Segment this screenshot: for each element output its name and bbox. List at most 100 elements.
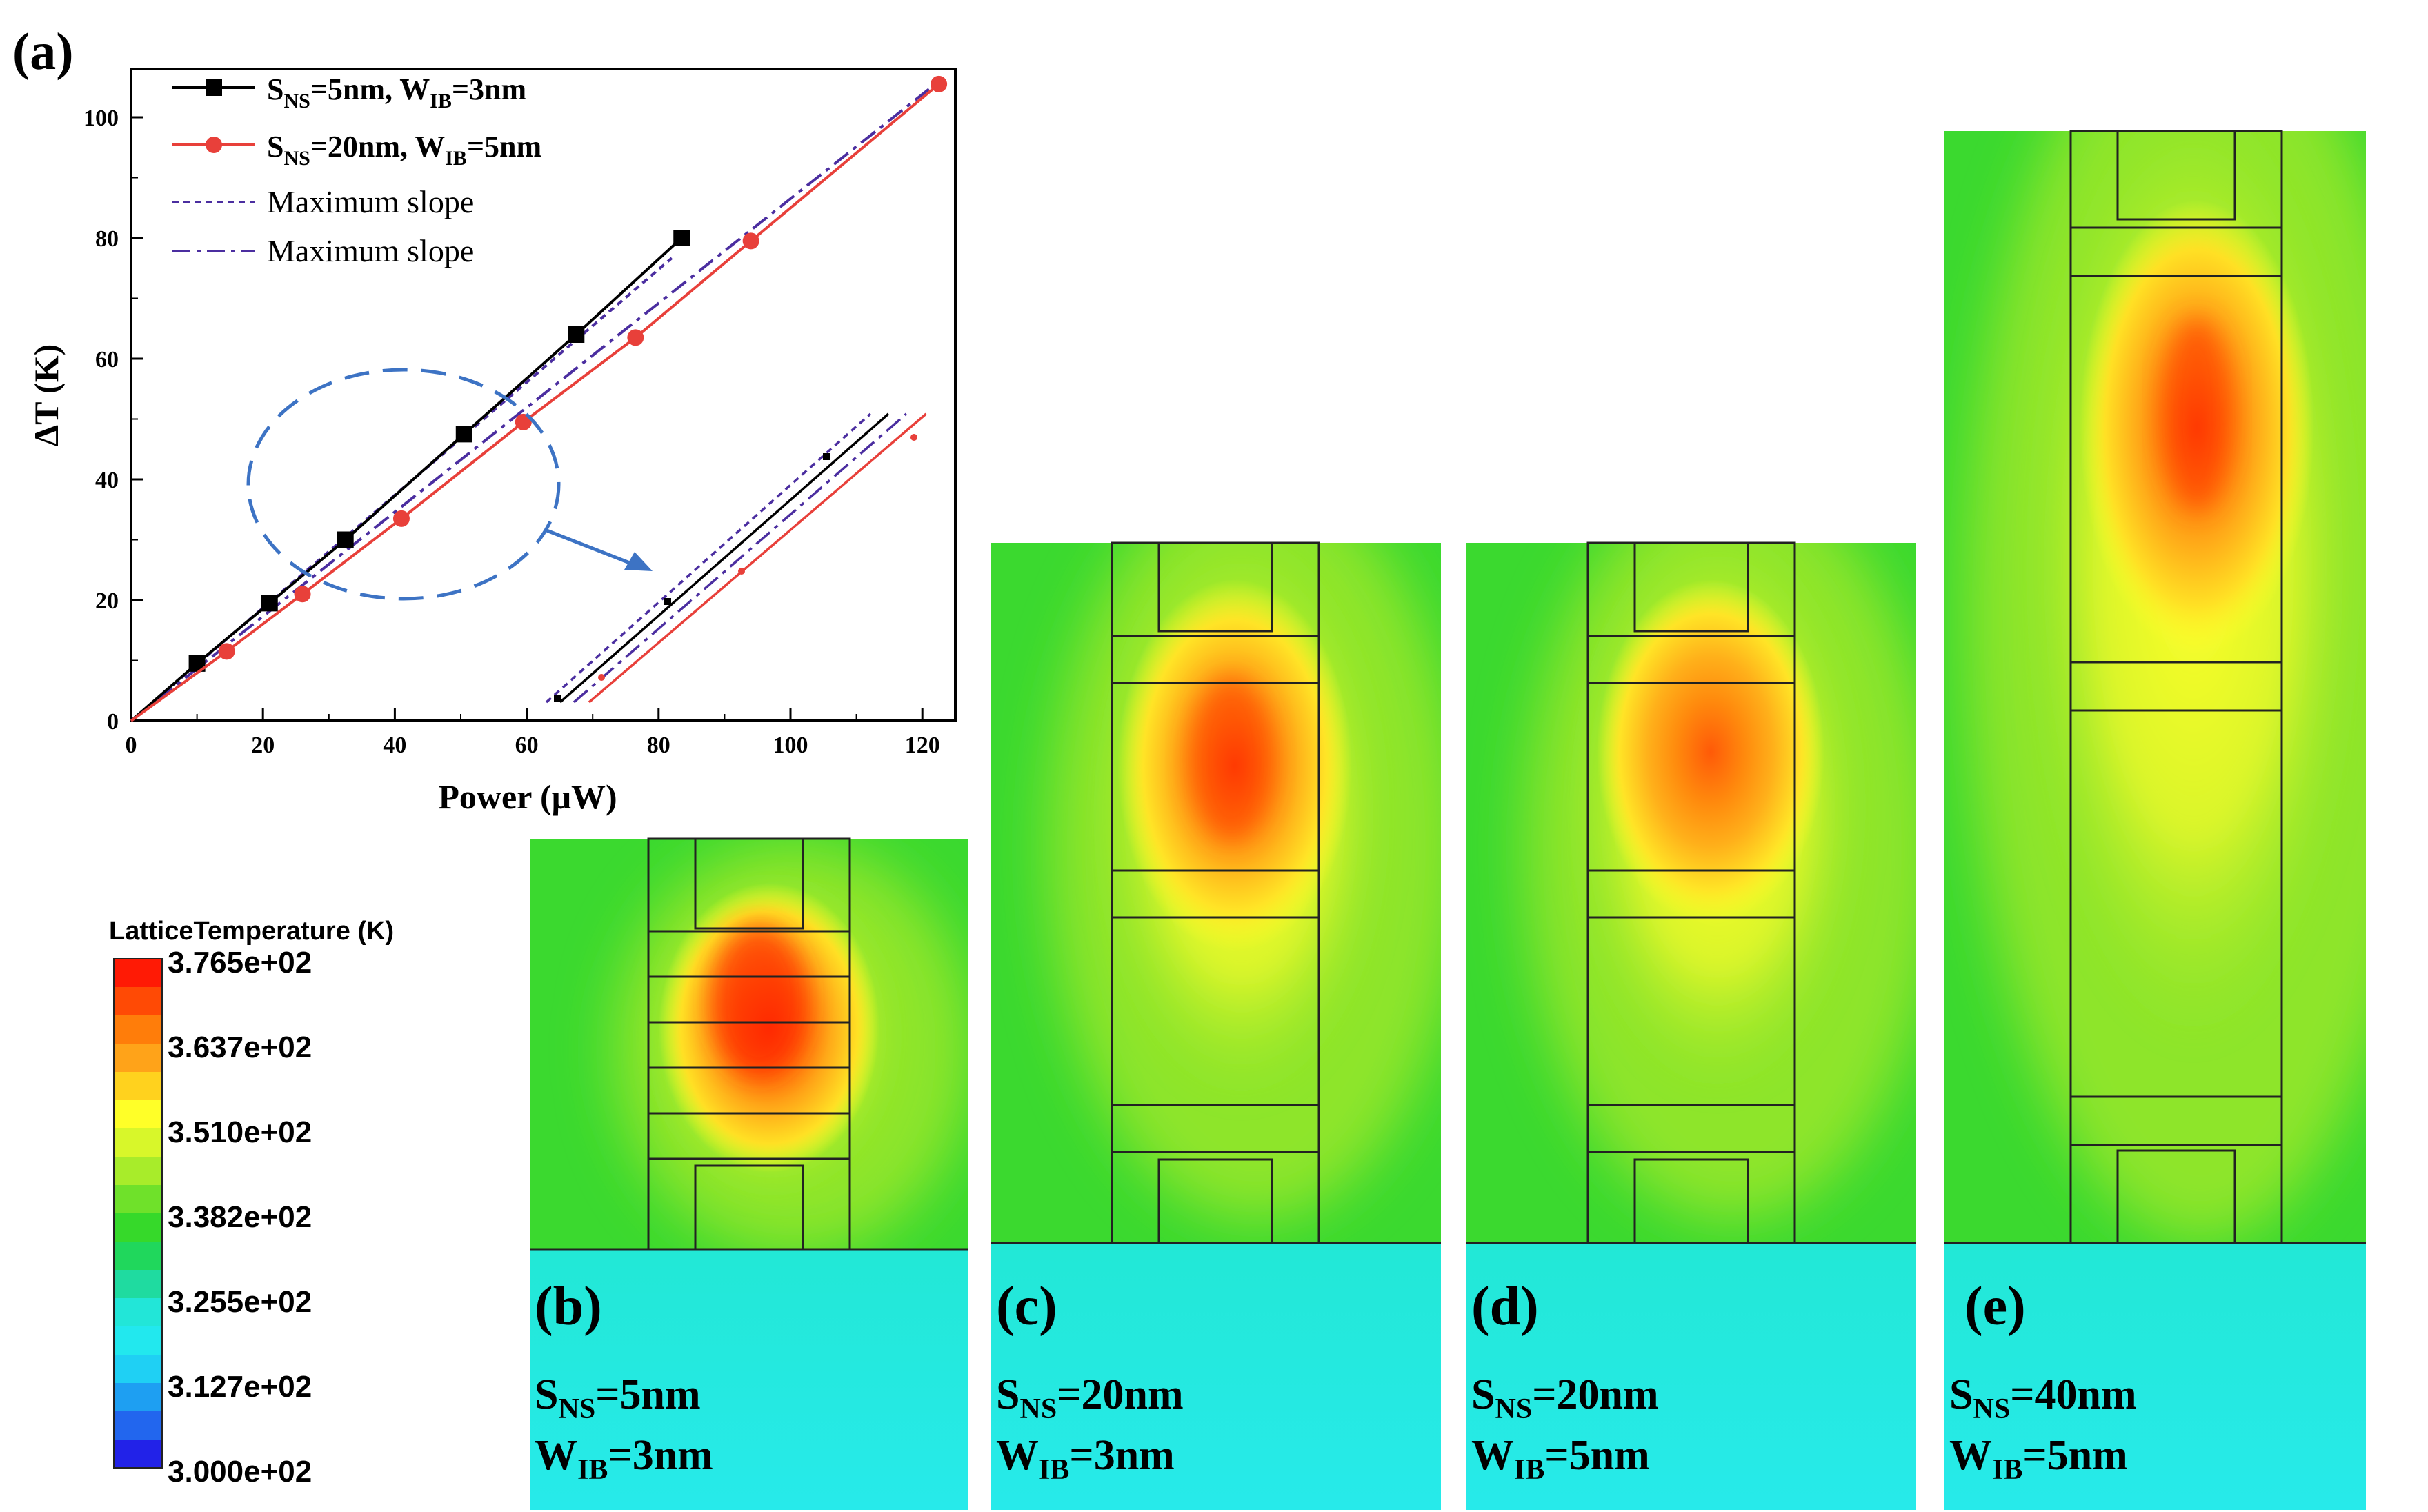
colorbar-swatch	[114, 1072, 162, 1101]
zoom-ellipse	[246, 368, 561, 601]
series-2-point	[294, 586, 311, 603]
zoom-arrow-head	[624, 552, 653, 571]
legend-marker-circle	[206, 137, 222, 153]
colorbar-swatch	[114, 1242, 162, 1271]
series-1-point	[568, 326, 585, 343]
y-tick-label: 20	[95, 588, 119, 614]
inset-marker	[738, 568, 745, 575]
legend-marker-square	[206, 79, 222, 96]
device-outline-b	[530, 837, 968, 1251]
panel-label-c: (c)	[996, 1276, 1057, 1337]
x-tick-label: 60	[515, 733, 539, 758]
inset-line	[545, 412, 872, 704]
device-outline-e	[1944, 130, 2366, 1244]
panel-d-w-label: WIB=5nm	[1471, 1432, 1650, 1486]
x-tick-label: 0	[126, 733, 137, 758]
series-1-point	[337, 531, 354, 548]
panel-label-d: (d)	[1471, 1276, 1539, 1337]
x-tick-label: 100	[773, 733, 808, 758]
inset-marker	[598, 674, 605, 681]
colorbar-swatch	[114, 1157, 162, 1186]
legend-entry-slope-dashdot: Maximum slope	[172, 233, 474, 268]
plot-frame	[130, 68, 957, 722]
panel-d-s-label: SNS=20nm	[1471, 1371, 1659, 1425]
colorbar-swatch	[114, 1355, 162, 1384]
y-tick-label: 100	[83, 106, 119, 131]
legend-entry-series-2: SNS=20nm, WIB=5nm	[172, 130, 541, 170]
colorbar-swatch	[114, 1270, 162, 1299]
series-line-2	[130, 83, 940, 722]
y-tick-label: 40	[95, 468, 119, 493]
slope-line-dashdot	[130, 88, 931, 722]
x-tick-label: 80	[647, 733, 670, 758]
x-axis-ticks: 0 20 40 60 80 100 120	[126, 708, 940, 758]
y-tick-label: 60	[95, 347, 119, 372]
panel-c-w-label: WIB=3nm	[996, 1432, 1175, 1486]
panel-e-w-label: WIB=5nm	[1949, 1432, 2128, 1486]
series-2-point	[627, 329, 644, 346]
inset-marker	[664, 598, 671, 605]
inset-marker	[823, 453, 830, 460]
colorbar-swatch	[114, 1015, 162, 1044]
colorbar-labels: 3.765e+02 3.637e+02 3.510e+02 3.382e+02 3.25…	[168, 946, 312, 1489]
inset-line	[559, 412, 890, 704]
colorbar-swatch	[114, 1326, 162, 1355]
colorbar-swatch	[114, 1044, 162, 1073]
slope-lines	[130, 88, 931, 722]
colorbar-label: 3.127e+02	[168, 1370, 312, 1404]
colorbar-label: 3.255e+02	[168, 1285, 312, 1319]
legend-label-series-2: SNS=20nm, WIB=5nm	[267, 130, 541, 170]
colorbar-swatch	[114, 1100, 162, 1129]
colorbar-label: 3.510e+02	[168, 1115, 312, 1149]
series-lines	[130, 75, 948, 722]
colorbar: LatticeTemperature (K) 3.765e+02 3.637e+0…	[109, 917, 394, 1489]
series-2-point	[931, 75, 948, 92]
colorbar-swatch	[114, 1185, 162, 1214]
x-tick-label: 120	[905, 733, 940, 758]
legend-entry-slope-dotted: Maximum slope	[172, 184, 474, 219]
panel-b-s-label: SNS=5nm	[535, 1371, 701, 1425]
zoom-arrow	[544, 528, 634, 566]
device-outline-c	[991, 541, 1441, 1244]
series-1-point	[673, 230, 690, 246]
series-2-point	[515, 413, 532, 430]
series-2-point	[742, 232, 759, 250]
series-2-point	[392, 510, 410, 527]
legend-entry-series-1: SNS=5nm, WIB=3nm	[172, 72, 526, 112]
device-panel-b: (b) SNS=5nm WIB=3nm	[530, 837, 968, 1510]
x-axis-label: Power (μW)	[438, 777, 617, 816]
colorbar-swatch	[114, 1128, 162, 1157]
y-axis-label: ΔT (K)	[27, 344, 66, 447]
panel-b-w-label: WIB=3nm	[535, 1432, 713, 1486]
series-1-point	[261, 595, 278, 612]
panel-c-s-label: SNS=20nm	[996, 1371, 1184, 1425]
zoom-inset	[545, 412, 927, 704]
legend-label-slope-dashdot: Maximum slope	[267, 233, 474, 268]
device-panel-c: (c) SNS=20nm WIB=3nm	[991, 541, 1441, 1510]
colorbar-frame	[113, 958, 163, 1469]
chart-panel-a: (a) 0 20 40 60 80 100 120 0 20 40 60 80 100 Power (…	[12, 23, 957, 816]
device-outline-d	[1466, 541, 1916, 1244]
colorbar-title: LatticeTemperature (K)	[109, 917, 394, 946]
panel-label-a: (a)	[12, 23, 74, 81]
legend: SNS=5nm, WIB=3nm SNS=20nm, WIB=5nm Maxim…	[172, 72, 541, 268]
series-1-point	[455, 426, 472, 443]
legend-label-series-1: SNS=5nm, WIB=3nm	[267, 72, 526, 112]
inset-marker	[910, 434, 917, 441]
inset-marker	[554, 695, 561, 702]
panel-label-b: (b)	[535, 1276, 602, 1337]
y-tick-label: 0	[107, 709, 119, 735]
panel-e-s-label: SNS=40nm	[1949, 1371, 2137, 1425]
series-line-1	[130, 237, 683, 722]
colorbar-swatch	[114, 987, 162, 1016]
series-2-point	[218, 643, 235, 660]
legend-label-slope-dotted: Maximum slope	[267, 184, 474, 219]
device-panel-e: (e) SNS=40nm WIB=5nm	[1944, 130, 2366, 1510]
colorbar-label: 3.765e+02	[168, 946, 312, 979]
colorbar-swatch	[114, 1383, 162, 1412]
colorbar-swatch	[114, 1440, 162, 1469]
inset-line	[588, 412, 927, 704]
y-axis-ticks: 0 20 40 60 80 100	[83, 106, 143, 735]
inset-line	[573, 412, 908, 704]
colorbar-label: 3.382e+02	[168, 1200, 312, 1234]
